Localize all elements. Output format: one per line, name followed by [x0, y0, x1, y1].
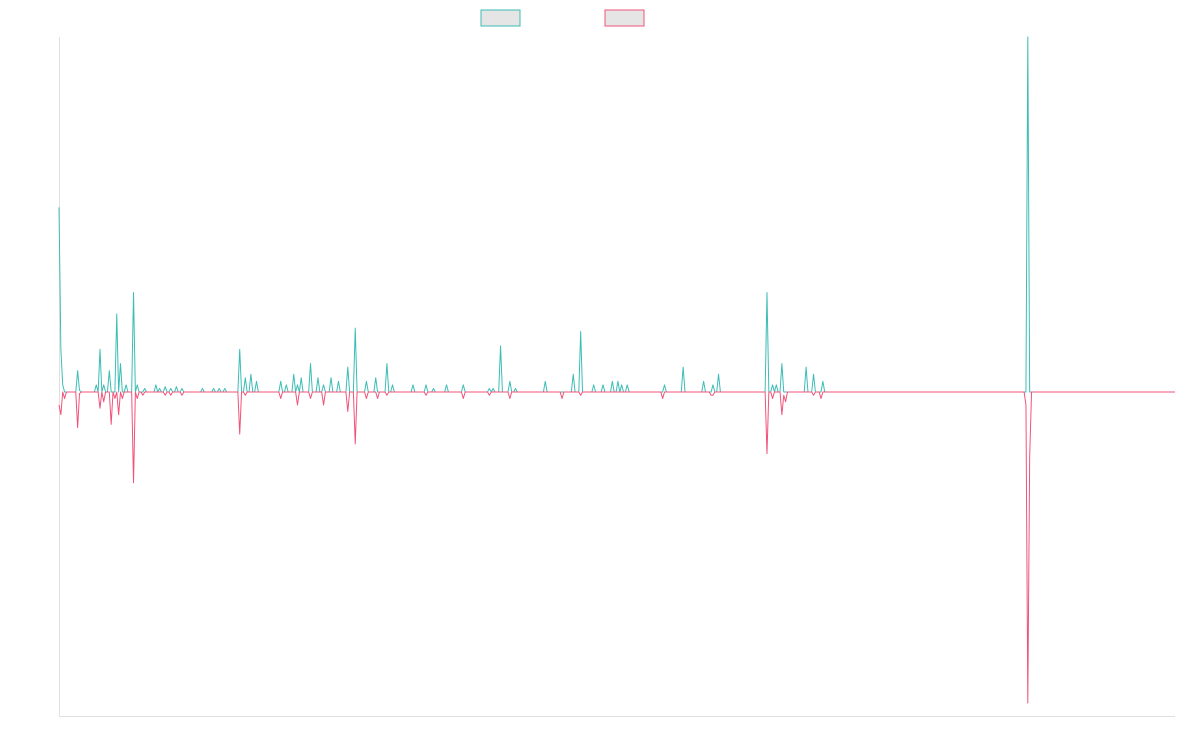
series-b-line — [58, 391, 1175, 704]
series-group — [58, 36, 1175, 704]
legend-swatch-series-b[interactable] — [604, 9, 645, 27]
legend-swatch-series-a[interactable] — [480, 9, 521, 27]
legend — [480, 9, 645, 27]
series-a-line — [58, 36, 1175, 393]
